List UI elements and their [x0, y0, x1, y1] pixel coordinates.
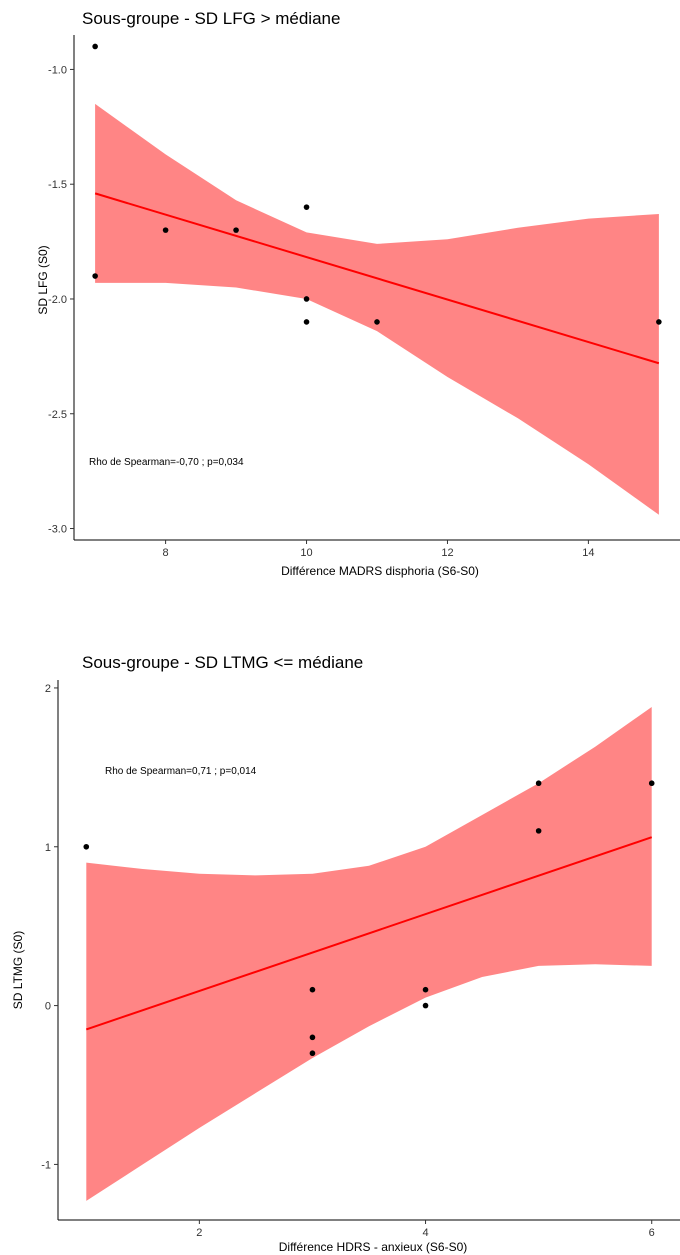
y-tick-label: -1 [41, 1159, 51, 1171]
chart-title: Sous-groupe - SD LTMG <= médiane [82, 653, 363, 672]
y-tick-label: -2.5 [48, 409, 67, 421]
regression-line [94, 192, 660, 365]
x-tick-label: 2 [196, 1227, 202, 1239]
y-tick-label: 0 [45, 1001, 51, 1013]
scatter-chart-sd-ltmg: Sous-groupe - SD LTMG <= médiane 2 4 6 -1 0 1… [11, 653, 680, 1254]
x-axis-label: Différence HDRS - anxieux (S6-S0) [279, 1240, 468, 1254]
axes-layer: 8 10 12 14 -3.0 -2.5 -2.0 -1.5 -1.0 [48, 35, 680, 559]
data-point [92, 273, 98, 279]
data-point [303, 319, 310, 325]
data-point [422, 1002, 429, 1009]
data-point [309, 986, 316, 993]
data-point [303, 296, 310, 302]
regression-line [85, 836, 653, 1031]
y-tick-label: -1.5 [48, 179, 67, 191]
y-tick-label: 1 [45, 842, 51, 854]
axes-layer: 2 4 6 -1 0 1 2 [41, 680, 680, 1239]
data-point [648, 780, 655, 787]
data-point [309, 1034, 316, 1041]
chart-panel-sd-ltmg: Sous-groupe - SD LTMG <= médiane 2 4 6 -1 0 1… [0, 640, 680, 1255]
y-axis-label: SD LTMG (S0) [11, 931, 25, 1009]
confidence-band-layer [86, 707, 652, 1201]
regression-line-layer [85, 836, 653, 1031]
data-point [374, 319, 380, 325]
chart-panel-sd-lfg: Sous-groupe - SD LFG > médiane 8 10 12 14 -3… [0, 0, 680, 585]
x-tick-label: 12 [441, 547, 453, 559]
data-point [309, 1050, 316, 1057]
spearman-annotation: Rho de Spearman=-0,70 ; p=0,034 [89, 457, 244, 468]
y-tick-label: -1.0 [48, 64, 67, 76]
regression-line-layer [94, 192, 660, 365]
data-point [535, 780, 542, 787]
data-point [303, 204, 310, 210]
y-axis-label: SD LFG (S0) [36, 245, 50, 314]
x-tick-label: 6 [649, 1227, 655, 1239]
data-point [83, 843, 90, 850]
data-point [162, 227, 169, 233]
data-point [656, 319, 662, 325]
data-points-layer [83, 780, 655, 1057]
y-tick-label: -3.0 [48, 524, 67, 536]
data-point [535, 828, 542, 834]
data-points-layer [92, 43, 662, 325]
x-tick-label: 14 [582, 547, 594, 559]
spearman-annotation: Rho de Spearman=0,71 ; p=0,014 [105, 766, 257, 777]
x-tick-label: 8 [163, 547, 169, 559]
x-axis-label: Différence MADRS disphoria (S6-S0) [281, 564, 479, 578]
data-point [233, 227, 239, 233]
y-tick-label: -2.0 [48, 294, 67, 306]
scatter-chart-sd-lfg: Sous-groupe - SD LFG > médiane 8 10 12 14 -3… [36, 9, 680, 578]
chart-title: Sous-groupe - SD LFG > médiane [82, 9, 340, 28]
data-point [422, 986, 429, 993]
data-point [92, 43, 98, 50]
confidence-band [95, 103, 659, 515]
y-tick-label: 2 [45, 683, 51, 695]
confidence-band [86, 707, 652, 1201]
x-tick-label: 10 [300, 547, 312, 559]
confidence-band-layer [95, 103, 659, 515]
x-tick-label: 4 [422, 1227, 428, 1239]
